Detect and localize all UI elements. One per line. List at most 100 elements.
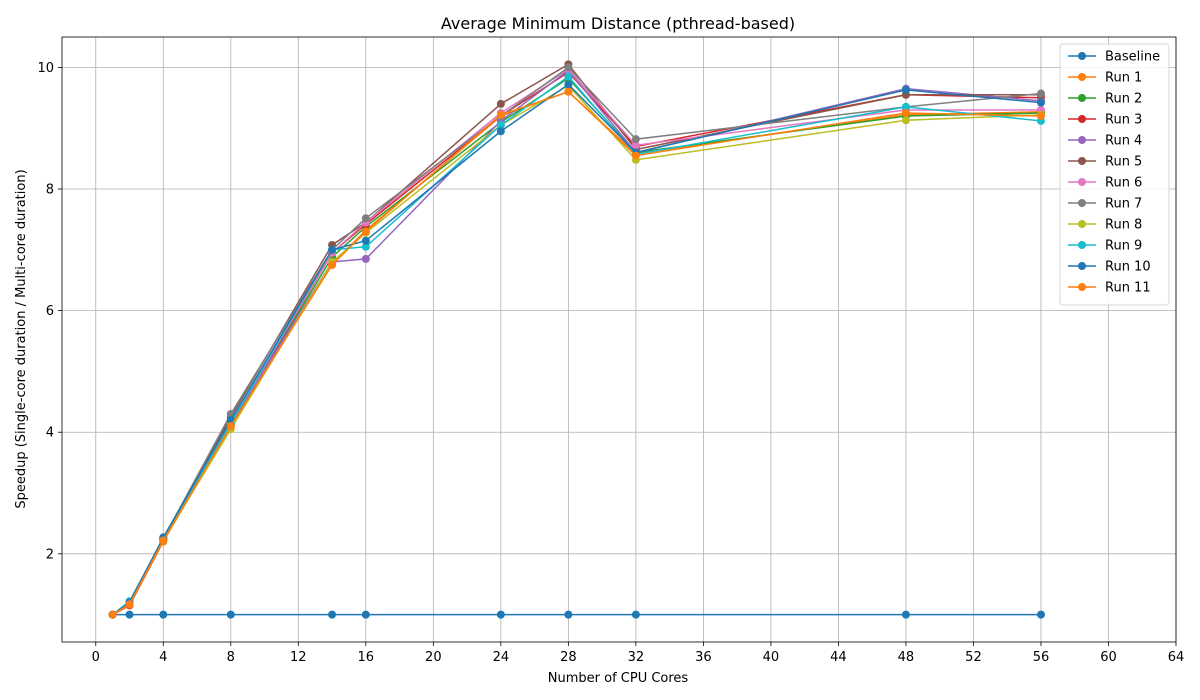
chart-title: Average Minimum Distance (pthread-based)	[441, 14, 795, 33]
series-6	[108, 65, 1045, 619]
legend-label: Run 4	[1105, 134, 1142, 149]
legend-label: Run 1	[1105, 71, 1142, 86]
series-line	[112, 75, 1042, 616]
legend-marker	[1078, 220, 1086, 228]
legend-marker	[1078, 73, 1086, 81]
series-line	[112, 68, 1041, 616]
data-point	[496, 121, 505, 130]
series-line	[112, 83, 1042, 616]
series-2	[108, 74, 1045, 619]
legend-item: Run 2	[1068, 92, 1142, 107]
x-tick-label: 32	[628, 650, 645, 665]
x-tick-label: 48	[898, 650, 915, 665]
series-layer	[108, 60, 1045, 619]
data-point	[564, 63, 573, 72]
data-point	[496, 127, 505, 136]
y-axis-label: Speedup (Single-core duration / Multi-co…	[14, 169, 29, 508]
series-10	[108, 80, 1045, 619]
data-point	[496, 110, 505, 119]
series-9	[108, 72, 1045, 619]
x-tick-label: 56	[1033, 650, 1050, 665]
data-point	[361, 227, 370, 236]
data-point	[901, 116, 910, 125]
series-line	[112, 66, 1042, 616]
legend-marker	[1078, 283, 1086, 291]
series-line	[112, 90, 1041, 616]
data-point	[1036, 112, 1045, 121]
series-0	[108, 610, 1045, 619]
data-point	[901, 610, 910, 619]
data-point	[1036, 98, 1045, 107]
series-line	[112, 84, 1042, 616]
x-tick-label: 64	[1168, 650, 1185, 665]
data-point	[159, 610, 168, 619]
series-5	[108, 60, 1045, 619]
data-point	[361, 242, 370, 251]
data-point	[125, 600, 134, 609]
series-line	[112, 90, 1041, 616]
data-point	[496, 99, 505, 108]
data-point	[226, 422, 235, 431]
legend-marker	[1078, 52, 1086, 60]
legend-item: Run 9	[1068, 239, 1142, 254]
data-point	[631, 610, 640, 619]
data-point	[564, 80, 573, 89]
y-tick-label: 8	[46, 183, 54, 198]
legend-label: Run 11	[1105, 281, 1151, 296]
legend-item: Run 8	[1068, 218, 1142, 233]
legend-label: Run 8	[1105, 218, 1142, 233]
legend-marker	[1078, 178, 1086, 186]
data-point	[361, 214, 370, 223]
data-point	[901, 102, 910, 111]
legend-label: Run 7	[1105, 197, 1142, 212]
x-tick-label: 12	[290, 650, 307, 665]
legend-item: Run 5	[1068, 155, 1142, 170]
series-11	[108, 87, 1045, 619]
legend-marker	[1078, 241, 1086, 249]
plot-frame	[61, 36, 1177, 643]
legend-item: Run 4	[1068, 134, 1142, 149]
data-point	[361, 254, 370, 263]
legend-item: Run 7	[1068, 197, 1142, 212]
legend-label: Run 6	[1105, 176, 1142, 191]
legend-marker	[1078, 115, 1086, 123]
x-tick-label: 28	[560, 650, 577, 665]
legend-label: Run 3	[1105, 113, 1142, 128]
x-tick-label: 0	[92, 650, 100, 665]
data-point	[159, 536, 168, 545]
series-line	[112, 69, 1042, 616]
legend-item: Baseline	[1068, 50, 1160, 65]
legend-item: Run 1	[1068, 71, 1142, 86]
legend-item: Run 10	[1068, 260, 1151, 275]
y-tick-label: 10	[37, 61, 54, 76]
data-point	[564, 87, 573, 96]
legend-item: Run 6	[1068, 176, 1142, 191]
legend-marker	[1078, 199, 1086, 207]
legend-item: Run 11	[1068, 281, 1151, 296]
x-tick-label: 20	[425, 650, 442, 665]
y-tick-label: 2	[46, 547, 54, 562]
data-point	[1036, 89, 1045, 98]
data-point	[564, 610, 573, 619]
legend: Baseline Run 1 Run 2 Run 3 Run 4 Run 5 Run 6 Ru…	[1059, 43, 1170, 306]
x-tick-label: 8	[227, 650, 235, 665]
x-tick-label: 60	[1100, 650, 1117, 665]
series-line	[112, 77, 1041, 616]
legend-box	[1059, 43, 1170, 306]
series-7	[108, 63, 1045, 619]
series-1	[108, 87, 1045, 619]
x-tick-label: 44	[830, 650, 847, 665]
y-tick-label: 6	[46, 304, 54, 319]
x-axis-label: Number of CPU Cores	[548, 671, 689, 686]
data-point	[901, 109, 910, 118]
data-point	[564, 72, 573, 81]
data-point	[328, 261, 337, 270]
data-point	[496, 610, 505, 619]
x-axis-ticks: 0 4 8 12 16 20 24 28 32 36 40 44 48 52 56 60 64	[92, 642, 1185, 665]
x-tick-label: 4	[159, 650, 167, 665]
grid-lines	[62, 37, 1177, 642]
data-point	[328, 245, 337, 254]
data-point	[631, 151, 640, 160]
series-3	[108, 68, 1045, 619]
